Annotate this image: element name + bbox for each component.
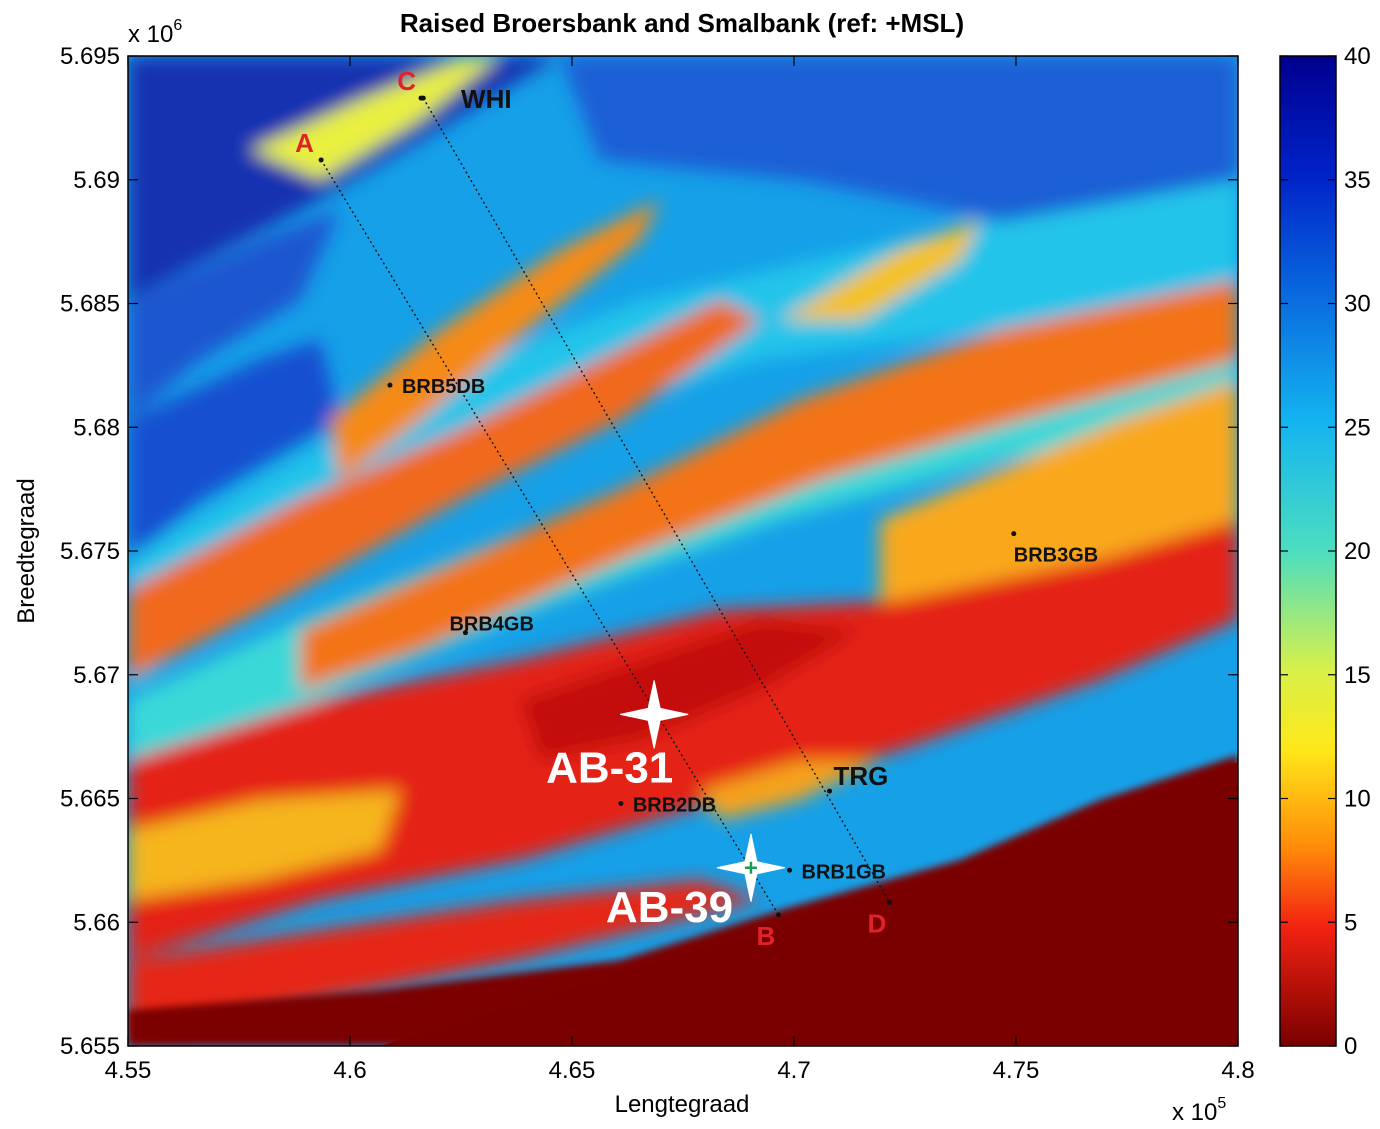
station-label: BRB1GB — [802, 861, 886, 883]
transect-end-label: D — [867, 908, 886, 938]
colorbar-ticks: 40 35 30 25 20 15 10 5 0 — [1280, 43, 1371, 1060]
colorbar-tick-label: 15 — [1344, 662, 1371, 689]
y-tick-label: 5.69 — [73, 167, 120, 194]
x-tick-label: 4.75 — [993, 1057, 1040, 1084]
transect-end-label: B — [756, 921, 775, 951]
y-tick-label: 5.665 — [60, 786, 120, 813]
transect-start-point — [318, 157, 324, 163]
y-tick-label: 5.685 — [60, 291, 120, 318]
station-point — [1011, 531, 1017, 537]
station-label: WHI — [461, 84, 512, 114]
x-axis: 4.55 4.6 4.65 4.7 4.75 4.8 — [105, 56, 1255, 1084]
x-tick-label: 4.6 — [333, 1057, 366, 1084]
station-point — [387, 382, 393, 388]
y-tick-label: 5.675 — [60, 538, 120, 565]
green-cross-marker — [744, 861, 757, 874]
station-label: BRB3GB — [1014, 545, 1098, 567]
station-point — [827, 788, 833, 794]
colorbar-tick-label: 40 — [1344, 43, 1371, 70]
transect-start-label: C — [397, 66, 416, 96]
y-tick-label: 5.695 — [60, 43, 120, 70]
colorbar-tick-label: 5 — [1344, 909, 1357, 936]
star-marker — [620, 680, 689, 749]
colorbar-tick-label: 0 — [1344, 1033, 1357, 1060]
transect-end-point — [775, 912, 781, 918]
station-label: BRB2DB — [633, 794, 716, 816]
overlay-labels: A B C D BRB5DB BRB4GB BRB3GB BRB2DB BRB1GB TRG WHI… — [295, 66, 1098, 951]
transect-end-point — [886, 899, 892, 905]
colorbar-tick-label: 10 — [1344, 786, 1371, 813]
x-tick-label: 4.65 — [549, 1057, 596, 1084]
y-axis-label: Breedtegraad — [13, 478, 40, 623]
station-point — [787, 867, 793, 873]
colorbar-tick-label: 35 — [1344, 167, 1371, 194]
x-tick-label: 4.55 — [105, 1057, 152, 1084]
x-axis-label: Lengtegraad — [615, 1091, 750, 1118]
colorbar-tick-label: 20 — [1344, 538, 1371, 565]
y-tick-label: 5.67 — [73, 662, 120, 689]
bathymetry-map — [128, 56, 1238, 1046]
colorbar-tick-label: 25 — [1344, 414, 1371, 441]
station-label: BRB4GB — [449, 614, 533, 636]
y-tick-label: 5.66 — [73, 909, 120, 936]
transect-line — [320, 159, 780, 916]
station-point — [462, 630, 468, 636]
y-tick-label: 5.655 — [60, 1033, 120, 1060]
transect-start-label: A — [295, 128, 314, 158]
x-tick-label: 4.8 — [1221, 1057, 1254, 1084]
station-label: TRG — [834, 761, 889, 791]
station-point — [618, 800, 624, 806]
colorbar-tick-label: 30 — [1344, 291, 1371, 318]
marker-label: AB-39 — [606, 883, 733, 932]
station-point — [418, 95, 424, 101]
station-label: BRB5DB — [402, 376, 485, 398]
y-exponent: x 106 — [128, 17, 182, 48]
y-tick-label: 5.68 — [73, 414, 120, 441]
y-axis: 5.695 5.69 5.685 5.68 5.675 5.67 5.665 5.66 5.65… — [60, 43, 1238, 1060]
x-exponent: x 105 — [1172, 1095, 1226, 1126]
x-tick-label: 4.7 — [777, 1057, 810, 1084]
colorbar — [1279, 55, 1337, 1047]
marker-label: AB-31 — [546, 743, 673, 792]
chart-title: Raised Broersbank and Smalbank (ref: +MS… — [400, 8, 964, 38]
survey-overlay — [318, 95, 1017, 918]
